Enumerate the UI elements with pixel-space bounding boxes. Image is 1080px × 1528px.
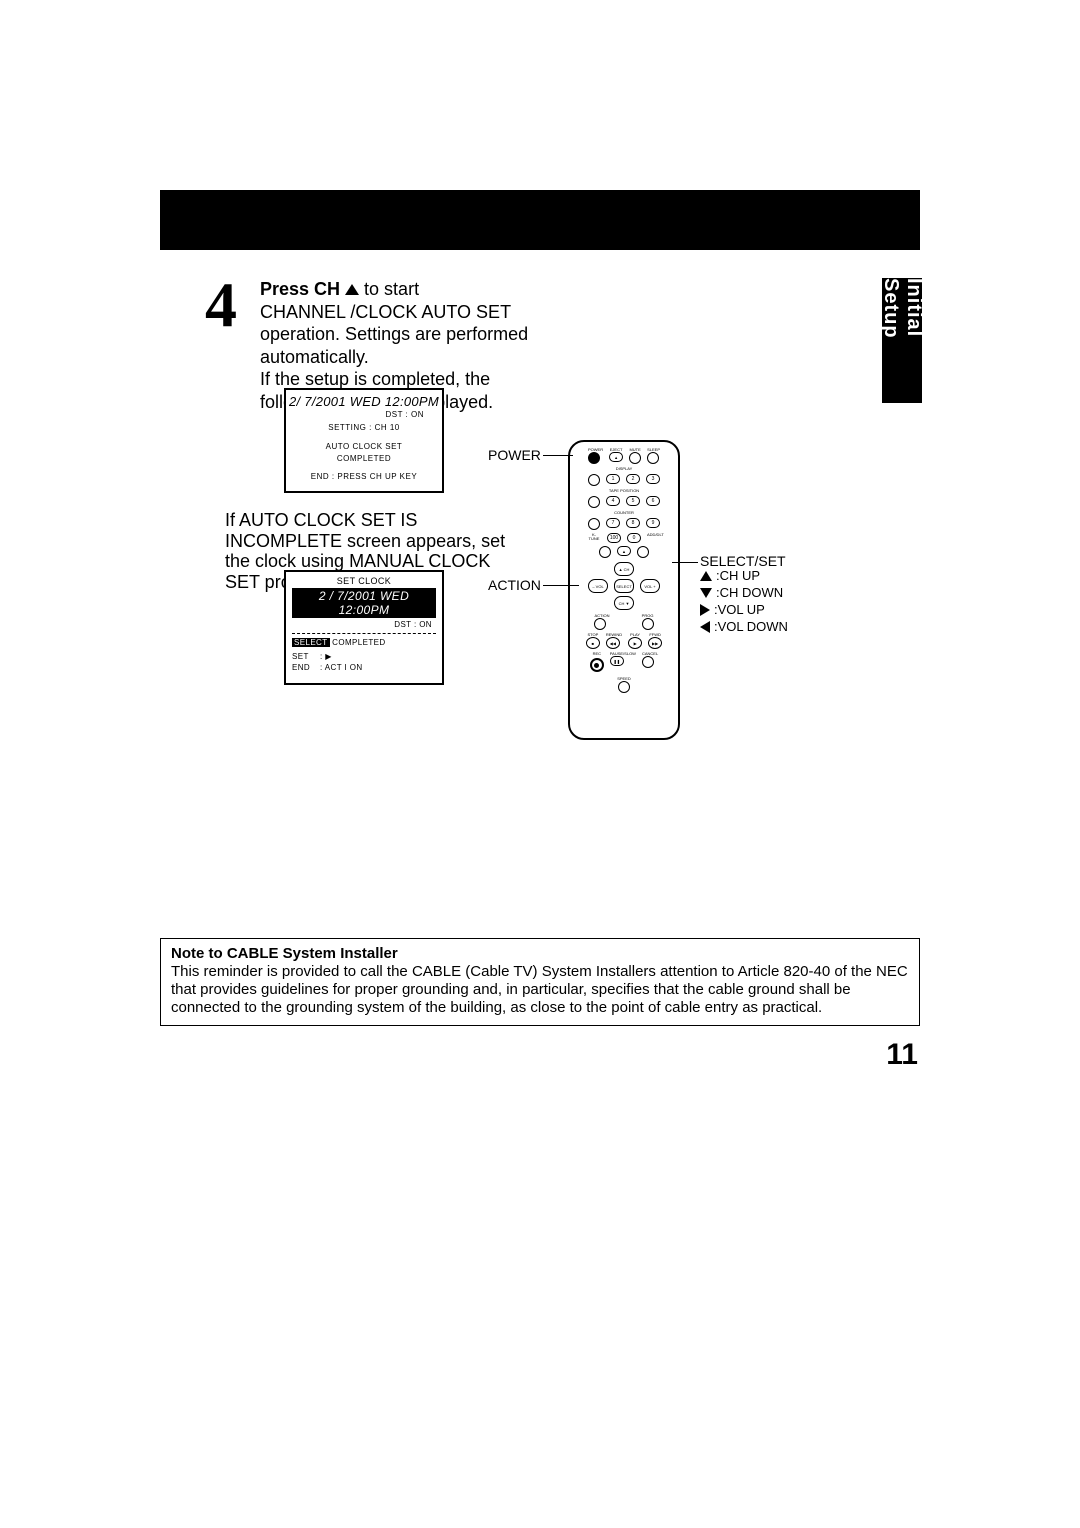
osd-auto-clock-complete: 2/ 7/2001 WED 12:00PM DST : ON SETTING :…: [284, 388, 444, 493]
osd2-set-v: : ▶: [320, 652, 332, 661]
remote-num-5: 5: [626, 496, 640, 506]
remote-eject-button: ▲: [609, 452, 623, 462]
remote-sleep-button: [647, 452, 659, 464]
remote-tape-button: [588, 496, 600, 508]
left-triangle-icon: [700, 621, 710, 633]
legend-right: :VOL UP: [714, 602, 765, 619]
osd2-select-row: SELECT COMPLETED: [292, 638, 436, 647]
remote-power-button: [588, 452, 600, 464]
remote-rewind-button: ◀◀: [606, 637, 620, 649]
callout-line-select: [672, 562, 698, 563]
note-body: This reminder is provided to call the CA…: [171, 963, 909, 1017]
remote-rec-button: [590, 658, 604, 672]
callout-line-action: [543, 585, 579, 586]
step-number: 4: [205, 268, 237, 342]
remote-nav-cluster: ▲ CH – VOL SELECT VOL + CH ▼: [588, 562, 660, 610]
section-tab-label: Initial Setup: [879, 278, 925, 403]
remote-ktune-button: [599, 546, 611, 558]
up-arrow-icon: [345, 284, 359, 295]
callout-line-power: [543, 455, 573, 456]
remote-speed-button: [618, 681, 630, 693]
osd2-end-v: : ACT I ON: [320, 663, 363, 672]
remote-illustration: POWER EJECT▲ MUTE SLEEP DISPLAY 123 TAPE…: [568, 440, 680, 740]
legend-left: :VOL DOWN: [714, 619, 788, 636]
remote-counter-button: [588, 518, 600, 530]
osd1-setting: SETTING : CH 10: [286, 422, 442, 435]
osd2-select-h: SELECT: [292, 638, 330, 647]
nav-legend: :CH UP :CH DOWN :VOL UP :VOL DOWN: [700, 568, 788, 636]
osd-set-clock: SET CLOCK 2 / 7/2001 WED 12:00PM DST : O…: [284, 570, 444, 685]
osd1-l2: COMPLETED: [286, 453, 442, 466]
remote-nav-left: – VOL: [588, 579, 608, 593]
remote-num-9: 9: [646, 518, 660, 528]
osd2-datetime: 2 / 7/2001 WED 12:00PM: [292, 588, 436, 618]
remote-num-7: 7: [606, 518, 620, 528]
callout-selectset: SELECT/SET: [700, 553, 786, 569]
remote-num-1: 1: [606, 474, 620, 484]
up-triangle-icon: [700, 571, 712, 581]
osd1-end: END : PRESS CH UP KEY: [286, 472, 442, 481]
remote-mute-button: [629, 452, 641, 464]
osd1-dst: DST : ON: [286, 409, 424, 422]
remote-adddlt-button: [637, 546, 649, 558]
remote-cancel-button: [642, 656, 654, 668]
remote-num-4: 4: [606, 496, 620, 506]
osd2-title: SET CLOCK: [292, 576, 436, 586]
step-bold: Press CH: [260, 279, 345, 299]
remote-num-6: 6: [646, 496, 660, 506]
legend-down: :CH DOWN: [716, 585, 783, 602]
remote-stop-button: ■: [586, 637, 600, 649]
remote-num-0: 0: [627, 533, 641, 543]
osd2-dst: DST : ON: [292, 620, 432, 629]
remote-play-button: ▶: [628, 637, 642, 649]
remote-pause-button: ❚❚: [610, 656, 624, 666]
right-triangle-icon: [700, 604, 710, 616]
step-rest: to start: [359, 279, 419, 299]
callout-action: ACTION: [488, 577, 541, 593]
remote-num-2: 2: [626, 474, 640, 484]
remote-action-button: [594, 618, 606, 630]
remote-nav-down: CH ▼: [614, 596, 634, 610]
remote-display-button: [588, 474, 600, 486]
remote-nav-up: ▲ CH: [614, 562, 634, 576]
osd1-l1: AUTO CLOCK SET: [286, 441, 442, 454]
remote-ffwd-button: ▶▶: [648, 637, 662, 649]
down-triangle-icon: [700, 588, 712, 598]
remote-prog-button: [642, 618, 654, 630]
remote-num-8: 8: [626, 518, 640, 528]
section-tab: Initial Setup: [882, 278, 922, 403]
remote-ch-up: ▲: [617, 546, 631, 556]
page-number: 11: [886, 1038, 918, 1072]
note-title: Note to CABLE System Installer: [171, 945, 909, 963]
osd2-separator: [292, 633, 436, 634]
osd1-datetime: 2/ 7/2001 WED 12:00PM: [286, 394, 442, 409]
remote-nav-right: VOL +: [640, 579, 660, 593]
remote-nav-select: SELECT: [614, 579, 634, 593]
osd2-end-k: END: [292, 662, 320, 673]
osd2-set-k: SET: [292, 651, 320, 662]
remote-num-3: 3: [646, 474, 660, 484]
header-black-bar: [160, 190, 920, 250]
remote-num-100: 100: [607, 533, 621, 543]
legend-up: :CH UP: [716, 568, 760, 585]
callout-power: POWER: [488, 447, 541, 463]
osd2-kv: SET: ▶ END: ACT I ON: [292, 651, 436, 673]
installer-note-box: Note to CABLE System Installer This remi…: [160, 938, 920, 1026]
osd2-select-r: COMPLETED: [330, 638, 386, 647]
